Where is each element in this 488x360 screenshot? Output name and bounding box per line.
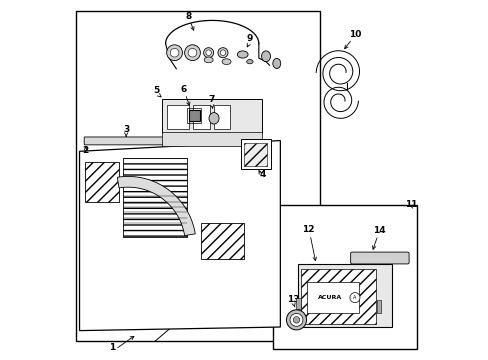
Text: 12: 12: [302, 225, 314, 234]
Ellipse shape: [246, 59, 253, 64]
Ellipse shape: [272, 58, 280, 68]
Bar: [162, 132, 262, 146]
Text: 9: 9: [246, 34, 253, 43]
Circle shape: [349, 293, 359, 303]
Bar: [296, 298, 300, 309]
Bar: [188, 110, 199, 121]
Polygon shape: [117, 176, 195, 235]
Circle shape: [188, 48, 197, 57]
Text: ACURA: ACURA: [318, 295, 342, 300]
Bar: [122, 158, 187, 237]
Text: 8: 8: [185, 12, 192, 21]
Circle shape: [220, 50, 225, 55]
Circle shape: [170, 48, 179, 57]
Circle shape: [286, 310, 306, 330]
Bar: [187, 108, 201, 123]
Ellipse shape: [261, 51, 270, 62]
Circle shape: [218, 48, 227, 58]
Bar: [376, 300, 380, 313]
Circle shape: [205, 50, 211, 55]
Bar: [85, 162, 119, 202]
Bar: [214, 105, 230, 130]
FancyBboxPatch shape: [84, 137, 182, 145]
Bar: [201, 223, 244, 259]
Bar: [192, 105, 210, 130]
Bar: [162, 99, 262, 134]
Circle shape: [184, 45, 200, 60]
Text: 7: 7: [208, 95, 214, 104]
Circle shape: [293, 317, 299, 323]
Circle shape: [203, 48, 213, 58]
Bar: [298, 264, 391, 327]
Text: 1: 1: [108, 343, 115, 352]
Bar: [167, 105, 188, 130]
Bar: [76, 12, 319, 341]
Text: 5: 5: [153, 86, 160, 95]
Text: A: A: [352, 295, 356, 300]
Bar: [301, 269, 376, 324]
Bar: [241, 139, 271, 169]
Circle shape: [166, 45, 182, 60]
Circle shape: [289, 314, 303, 326]
Bar: [273, 205, 416, 348]
Text: 11: 11: [404, 200, 417, 209]
Text: 2: 2: [81, 146, 88, 155]
Bar: [306, 282, 359, 313]
FancyBboxPatch shape: [350, 252, 408, 264]
Text: 10: 10: [348, 30, 361, 39]
Text: 6: 6: [180, 85, 186, 94]
Ellipse shape: [203, 57, 213, 63]
Ellipse shape: [222, 59, 230, 64]
Text: 4: 4: [259, 170, 265, 179]
Text: 14: 14: [373, 226, 385, 235]
Ellipse shape: [237, 51, 247, 58]
Ellipse shape: [208, 113, 219, 124]
Text: 3: 3: [123, 125, 129, 134]
Polygon shape: [80, 140, 280, 330]
Text: 13: 13: [287, 295, 299, 304]
Bar: [244, 143, 266, 166]
